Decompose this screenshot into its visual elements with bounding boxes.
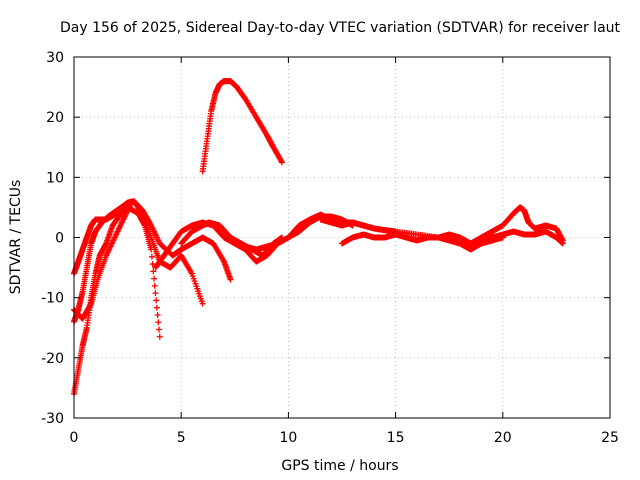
- data-point: [199, 300, 206, 307]
- data-point: [278, 158, 285, 165]
- data-point: [151, 275, 158, 282]
- data-point: [227, 276, 234, 283]
- series-arc11: [339, 228, 566, 253]
- grid-lines: [74, 57, 610, 418]
- y-tick-label: -30: [41, 411, 64, 427]
- data-point: [559, 237, 566, 244]
- axis-ticks: 0 5 10 15 20 25 -30 -20 -10 0 10 20 30: [41, 50, 619, 446]
- data-point: [155, 319, 162, 326]
- data-point: [152, 290, 159, 297]
- x-tick-label: 10: [279, 430, 297, 446]
- data-point: [153, 297, 160, 304]
- data-point: [154, 311, 161, 318]
- x-tick-label: 25: [601, 430, 619, 446]
- x-axis-label: GPS time / hours: [281, 458, 398, 474]
- data-point: [278, 159, 285, 166]
- data-point: [153, 304, 160, 311]
- data-point: [151, 282, 158, 289]
- x-tick-label: 20: [494, 430, 512, 446]
- data-point: [87, 301, 94, 308]
- y-axis-label: SDTVAR / TECUs: [8, 180, 24, 295]
- x-tick-label: 0: [70, 430, 79, 446]
- series-arc4: [71, 198, 135, 322]
- y-tick-label: 10: [46, 170, 64, 186]
- series-arc12: [467, 204, 566, 247]
- data-points: [71, 78, 566, 397]
- chart-title: Day 156 of 2025, Sidereal Day-to-day VTE…: [60, 20, 621, 36]
- y-tick-label: 20: [46, 110, 64, 126]
- data-point: [156, 326, 163, 333]
- data-point: [156, 333, 163, 340]
- data-point: [149, 261, 156, 268]
- data-point: [150, 268, 157, 275]
- y-tick-label: -20: [41, 351, 64, 367]
- x-tick-label: 5: [177, 430, 186, 446]
- y-tick-label: -10: [41, 291, 64, 307]
- y-tick-label: 30: [46, 50, 64, 66]
- series-arc8: [199, 78, 285, 175]
- data-point: [138, 209, 145, 216]
- x-tick-label: 15: [387, 430, 405, 446]
- y-tick-label: 0: [55, 231, 64, 247]
- data-point: [148, 253, 155, 260]
